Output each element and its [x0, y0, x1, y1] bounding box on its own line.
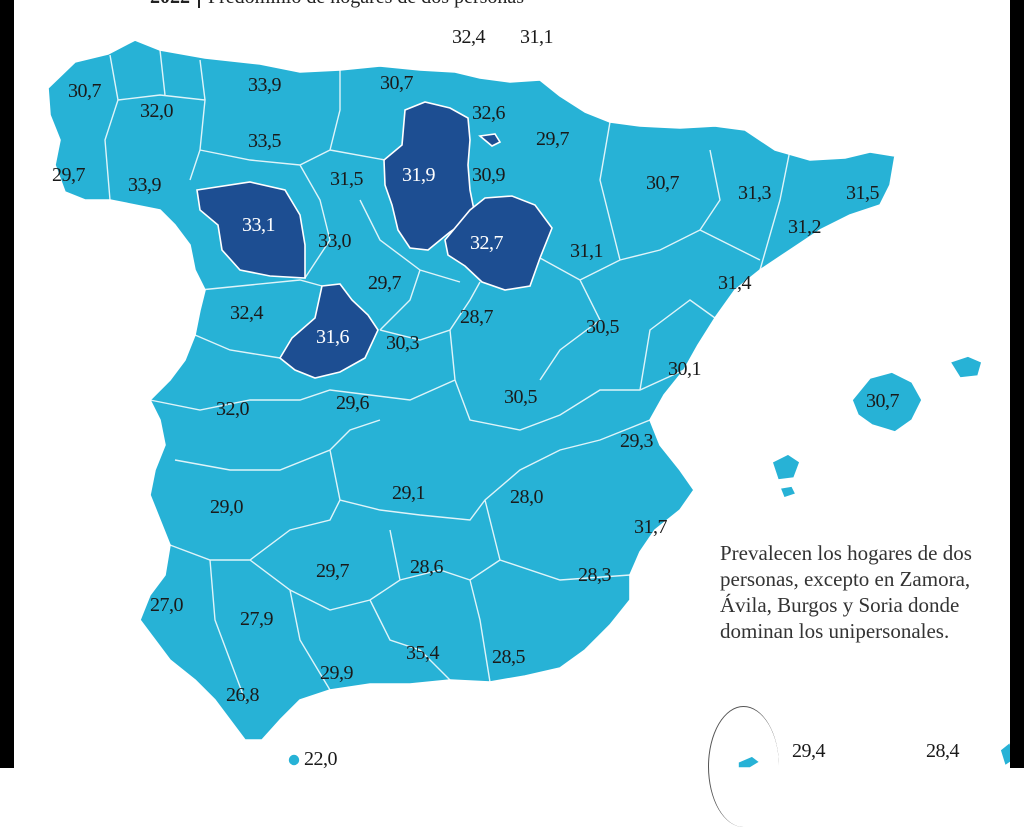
- value-albacete: 28,0: [510, 486, 544, 508]
- ibiza: [771, 453, 801, 481]
- value-murcia: 28,3: [578, 564, 612, 586]
- value-cantabria: 30,7: [380, 72, 414, 94]
- spain-map: [47, 39, 1015, 768]
- value-ciudadreal: 29,1: [392, 482, 426, 504]
- value-valencia: 29,3: [620, 430, 654, 452]
- province-borders: [104, 49, 791, 701]
- value-granada: 35,4: [406, 642, 440, 664]
- left-frame: [0, 0, 14, 768]
- value-palencia: 31,5: [330, 168, 364, 190]
- avila-region: [278, 283, 379, 379]
- value-cuenca: 30,5: [504, 386, 538, 408]
- value-zaragoza: 31,1: [570, 240, 604, 262]
- formentera: [779, 485, 797, 499]
- value-canarias-east: 28,4: [926, 740, 960, 762]
- value-barcelona: 31,2: [788, 216, 822, 238]
- value-ceuta: 22,0: [304, 748, 338, 770]
- value-toledo: 29,6: [336, 392, 370, 414]
- value-jaen: 28,6: [410, 556, 444, 578]
- menorca: [949, 355, 983, 379]
- value-madrid: 30,3: [386, 332, 420, 354]
- value-salamanca: 32,4: [230, 302, 264, 324]
- value-teruel: 30,5: [586, 316, 620, 338]
- value-soria: 32,7: [470, 232, 504, 254]
- value-valladolid: 33,0: [318, 230, 352, 252]
- value-cadiz: 26,8: [226, 684, 260, 706]
- value-alava: 32,6: [472, 102, 506, 124]
- value-huelva: 27,0: [150, 594, 184, 616]
- value-navarra: 29,7: [536, 128, 570, 150]
- value-baleares: 30,7: [866, 390, 900, 412]
- value-asturias: 33,9: [248, 74, 282, 96]
- value-cordoba: 29,7: [316, 560, 350, 582]
- value-guadalajara: 28,7: [460, 306, 494, 328]
- alava-region: [478, 133, 502, 147]
- value-huesca: 30,7: [646, 172, 680, 194]
- value-lugo: 32,0: [140, 100, 174, 122]
- map-note: Prevalecen los hogares de dos personas, …: [720, 541, 972, 643]
- value-zamora: 33,1: [242, 214, 276, 236]
- value-ourense: 33,9: [128, 174, 162, 196]
- value-sevilla: 27,9: [240, 608, 274, 630]
- value-coruna: 30,7: [68, 80, 102, 102]
- value-lleida: 31,3: [738, 182, 772, 204]
- zamora-region: [196, 181, 306, 279]
- mallorca: [851, 371, 923, 433]
- value-caceres: 32,0: [216, 398, 250, 420]
- value-canarias-west: 29,4: [792, 740, 826, 762]
- map-heading: 2022 Predominio de hogares de dos persona…: [150, 0, 525, 9]
- soria-region: [444, 195, 553, 291]
- value-alicante: 31,7: [634, 516, 668, 538]
- heading-subtitle: Predominio de hogares de dos personas: [198, 0, 525, 8]
- right-frame: [1010, 0, 1024, 768]
- burgos-region: [383, 101, 476, 251]
- value-burgos: 31,9: [402, 164, 436, 186]
- value-almeria: 28,5: [492, 646, 526, 668]
- value-segovia: 29,7: [368, 272, 402, 294]
- ceuta: [287, 753, 301, 767]
- value-malaga: 29,9: [320, 662, 354, 684]
- value-rioja: 30,9: [472, 164, 506, 186]
- value-castellon: 30,1: [668, 358, 702, 380]
- value-girona: 31,5: [846, 182, 880, 204]
- value-leon: 33,5: [248, 130, 282, 152]
- value-badajoz: 29,0: [210, 496, 244, 518]
- canarias-callout-line: [708, 706, 779, 827]
- value-tarragona: 31,4: [718, 272, 752, 294]
- heading-year: 2022: [150, 0, 190, 8]
- value-pontevedra: 29,7: [52, 164, 86, 186]
- value-avila: 31,6: [316, 326, 350, 348]
- value-vizcaya: 32,4: [452, 26, 486, 48]
- value-guipuzcoa: 31,1: [520, 26, 554, 48]
